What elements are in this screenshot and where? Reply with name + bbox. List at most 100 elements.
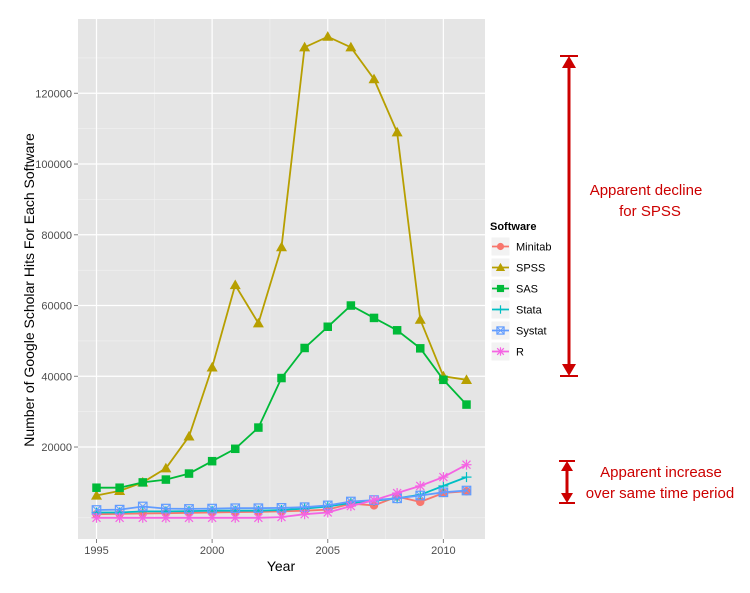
legend-label-r: R [516,347,524,359]
point-spss [322,31,334,41]
point-systat [137,501,148,512]
point-sas [231,444,240,454]
legend-label-stata: Stata [516,305,543,317]
decline-arrowhead-top [562,56,576,68]
point-r [369,495,379,506]
x-tick-label: 2005 [316,545,340,557]
point-systat [253,503,264,514]
point-systat [91,505,102,515]
legend-key-marker [495,262,506,271]
point-r [461,459,472,470]
y-tick-label: 40000 [41,371,72,383]
point-r [438,472,449,483]
point-sas [346,301,356,310]
point-sas [300,343,309,353]
point-sas [92,483,101,492]
point-r [253,512,264,523]
point-r [160,512,171,523]
x-axis-title: Year [267,558,296,574]
legend-key-marker [496,242,505,251]
point-spss [183,430,195,441]
decline-label-line1: Apparent decline [590,182,703,199]
legend-item-minitab: Minitab [490,236,551,257]
point-spss [299,41,311,52]
decline-label-line2: for SPSS [619,203,681,220]
y-tick-label: 20000 [41,442,72,454]
point-stata [438,480,449,491]
point-r [114,512,125,523]
point-spss [368,73,380,84]
legend: Software Minitab SPSS SAS Stata Systat R [490,221,551,362]
point-spss [414,314,426,324]
point-sas [184,469,194,478]
point-sas [392,326,402,335]
point-r [345,501,356,512]
point-sas [161,475,171,484]
plot-panel [78,19,485,539]
point-sas [254,423,263,432]
legend-key-marker [496,347,505,356]
tick-labels: 1995 2000 2005 2010 20000 40000 60000 80000 1000… [35,88,455,557]
point-spss [391,126,403,137]
point-spss [345,41,357,52]
point-sas [115,483,124,492]
point-sas [462,400,471,409]
point-r [137,512,148,523]
point-sas [138,478,147,487]
point-stata [461,472,472,483]
point-r [299,509,310,520]
series-spss [91,31,472,500]
point-spss [461,374,472,384]
legend-title: Software [490,221,536,233]
point-r [207,512,218,523]
point-sas [277,373,286,383]
legend-item-spss: SPSS [490,257,545,278]
point-systat [415,490,426,501]
legend-item-systat: Systat [490,320,547,341]
y-axis-title: Number of Google Scholar Hits For Each S… [21,133,37,447]
point-r [230,512,241,523]
series-r [91,459,472,523]
point-systat [438,487,449,498]
increase-label-line1: Apparent increase [600,464,722,481]
point-systat [461,485,472,496]
legend-label-systat: Systat [516,326,547,338]
decline-arrowhead-bottom [562,364,576,376]
legend-item-r: R [490,341,524,362]
y-tick-label: 120000 [35,88,72,100]
increase-arrowhead-bottom [561,493,573,503]
legend-label-spss: SPSS [516,263,545,275]
point-r [276,512,287,523]
legend-item-stata: Stata [490,299,543,320]
increase-label-line2: over same time period [586,485,734,502]
point-r [91,512,102,523]
legend-items: Minitab SPSS SAS Stata Systat R [490,236,551,362]
point-spss [252,317,264,328]
point-sas [207,456,217,466]
point-sas [369,313,379,323]
point-r [184,512,194,523]
point-spss [229,279,241,290]
legend-key-marker [496,284,505,293]
legend-label-sas: SAS [516,284,538,296]
point-sas [416,344,425,353]
legend-key-marker [496,305,505,314]
y-tick-label: 80000 [41,230,72,242]
point-spss [91,489,102,500]
series-layer [91,31,472,523]
point-r [415,480,426,491]
series-sas [92,301,471,492]
increase-arrowhead-top [561,461,573,471]
y-tick-label: 60000 [41,301,72,313]
point-spss [206,361,218,372]
point-r [392,488,403,499]
x-tick-label: 1995 [84,545,108,557]
grid-major [78,19,485,539]
legend-key-marker [496,326,505,335]
x-tick-label: 2000 [200,545,224,557]
point-r [322,507,333,518]
point-spss [160,462,172,473]
annotation-increase: Apparent increase over same time period [559,460,734,504]
x-tick-label: 2010 [431,545,455,557]
